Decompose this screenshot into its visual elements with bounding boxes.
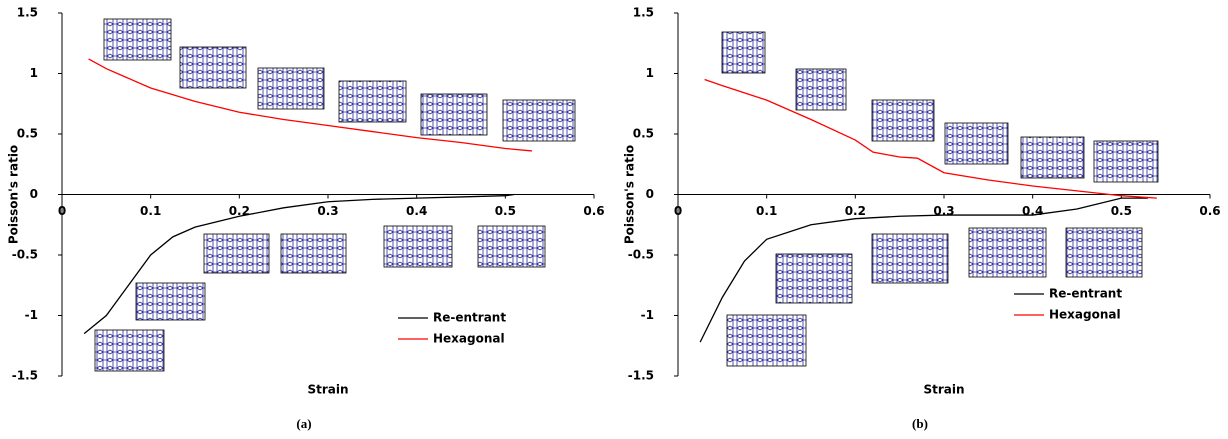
legend-label: Hexagonal bbox=[433, 332, 505, 346]
lattice-insets bbox=[94, 18, 1159, 372]
x-axis-title: Strain bbox=[923, 383, 964, 397]
caption: (b) bbox=[912, 416, 928, 431]
legend-label: Re-entrant bbox=[1049, 287, 1122, 301]
legend-label: Hexagonal bbox=[1049, 308, 1121, 322]
x-tick-label: 0.4 bbox=[1022, 204, 1043, 218]
x-tick-label: 0.2 bbox=[845, 204, 866, 218]
x-axis-title: Strain bbox=[307, 383, 348, 397]
x-tick-label: 0.6 bbox=[583, 204, 604, 218]
legend-label: Re-entrant bbox=[433, 311, 506, 325]
y-tick-label: 0 bbox=[30, 187, 38, 201]
y-tick-label: 1 bbox=[646, 66, 654, 80]
series-line bbox=[704, 78, 1157, 199]
x-tick-label: 0 bbox=[674, 204, 682, 218]
y-tick-label: 1.5 bbox=[17, 6, 38, 20]
y-tick-label: 0.5 bbox=[17, 127, 38, 141]
y-tick-label: -1 bbox=[25, 308, 38, 322]
x-tick-label: 0.4 bbox=[406, 204, 427, 218]
y-tick-label: 0 bbox=[646, 187, 654, 201]
y-tick-label: 0.5 bbox=[633, 127, 654, 141]
series-line bbox=[88, 58, 532, 152]
x-tick-label: 0.5 bbox=[495, 204, 516, 218]
y-tick-label: -1.5 bbox=[12, 369, 38, 383]
x-tick-label: 0.1 bbox=[140, 204, 161, 218]
y-tick-label: -1.5 bbox=[628, 369, 654, 383]
y-axis-title: Poisson's ratio bbox=[623, 145, 637, 244]
caption: (a) bbox=[296, 416, 311, 431]
y-tick-label: 1 bbox=[30, 66, 38, 80]
x-tick-label: 0.1 bbox=[756, 204, 777, 218]
series-line bbox=[83, 193, 515, 335]
y-tick-label: -0.5 bbox=[12, 248, 38, 262]
x-tick-label: 0.2 bbox=[229, 204, 250, 218]
y-axis-title: Poisson's ratio bbox=[7, 145, 21, 244]
y-tick-label: 1.5 bbox=[633, 6, 654, 20]
y-tick-label: -1 bbox=[641, 308, 654, 322]
x-tick-label: 0.6 bbox=[1199, 204, 1220, 218]
x-tick-label: 0 bbox=[58, 204, 66, 218]
series-line bbox=[699, 197, 1148, 343]
x-tick-label: 0.5 bbox=[1111, 204, 1132, 218]
y-tick-label: -0.5 bbox=[628, 248, 654, 262]
x-tick-label: 0.3 bbox=[317, 204, 338, 218]
